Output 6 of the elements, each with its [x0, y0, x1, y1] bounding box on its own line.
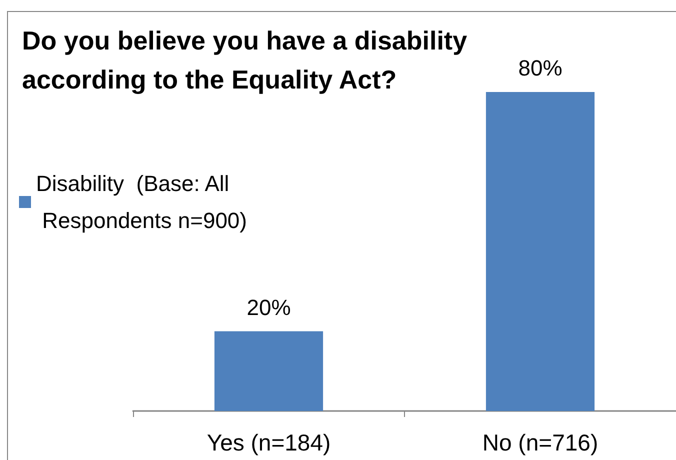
data-label: 80% — [518, 56, 562, 80]
data-label: 20% — [246, 294, 291, 320]
x-tick-label: Yes (n=184) — [206, 430, 331, 456]
x-tick-label: No (n=716) — [482, 430, 598, 456]
chart-title: Do you believe you have a disability according to the Equality Act? — [22, 26, 474, 94]
legend-label: Disability (Base: All Respondents n=900) — [36, 171, 247, 233]
